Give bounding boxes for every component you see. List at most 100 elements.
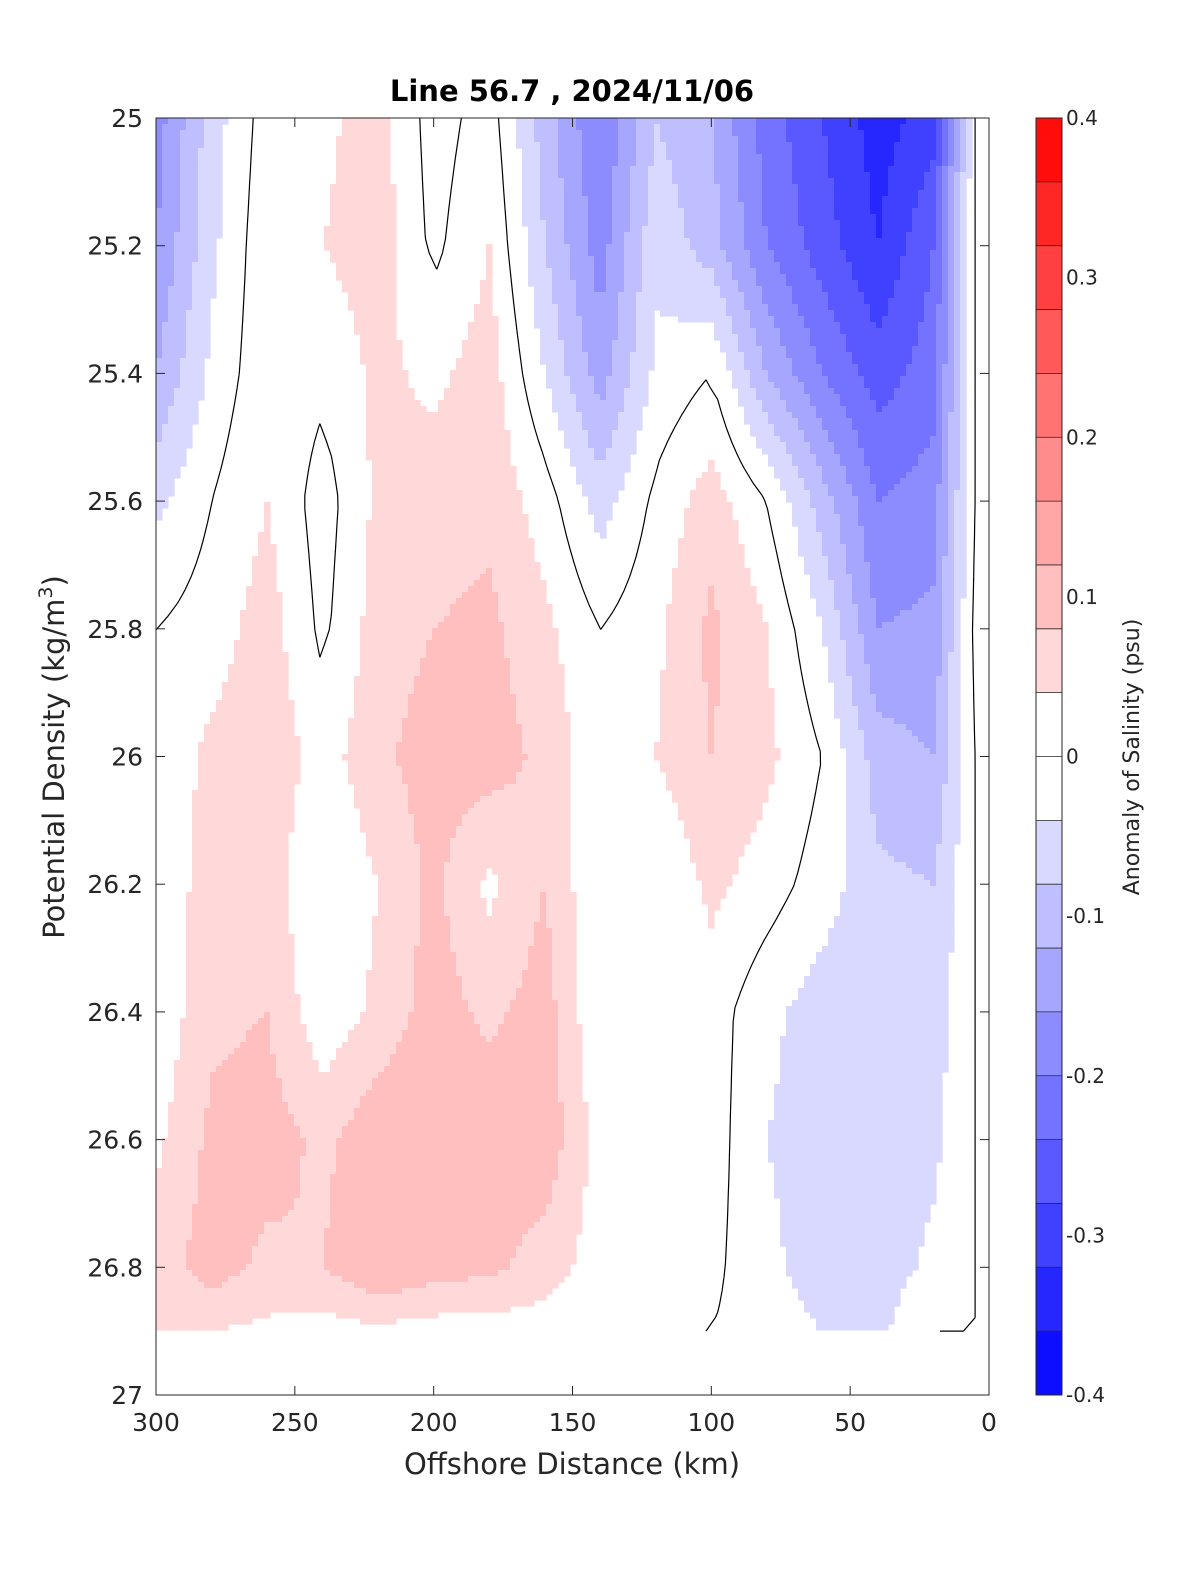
heat-cell — [768, 178, 775, 185]
heat-cell — [624, 298, 631, 305]
heat-cell — [954, 220, 961, 227]
heat-cell — [594, 160, 601, 167]
heat-cell — [696, 118, 703, 125]
heat-cell — [870, 118, 877, 125]
heat-cell — [390, 286, 397, 293]
heat-cell — [822, 358, 829, 365]
heat-cell — [636, 286, 643, 293]
heat-cell — [924, 256, 931, 263]
heat-cell — [582, 322, 589, 329]
heat-cell — [702, 238, 709, 245]
heat-cell — [534, 310, 541, 317]
heat-cell — [948, 400, 955, 407]
heat-cell — [948, 280, 955, 287]
heat-cell — [648, 286, 655, 293]
heat-cell — [660, 280, 667, 287]
heat-cell — [558, 202, 565, 209]
heat-cell — [834, 280, 841, 287]
heat-cell — [834, 274, 841, 281]
heat-cell — [594, 148, 601, 155]
heat-cell — [168, 310, 175, 317]
heat-cell — [822, 376, 829, 383]
heat-cell — [900, 178, 907, 185]
heat-cell — [930, 394, 937, 401]
heat-cell — [876, 142, 883, 149]
heat-cell — [786, 250, 793, 257]
heat-cell — [210, 166, 217, 173]
heat-cell — [450, 436, 457, 443]
heat-cell — [528, 178, 535, 185]
heat-cell — [396, 370, 403, 377]
heat-cell — [528, 214, 535, 221]
heat-cell — [534, 202, 541, 209]
heat-cell — [162, 124, 169, 131]
heat-cell — [600, 184, 607, 191]
heat-cell — [720, 136, 727, 143]
heat-cell — [390, 370, 397, 377]
heat-cell — [198, 274, 205, 281]
heat-cell — [804, 436, 811, 443]
heat-cell — [648, 160, 655, 167]
heat-cell — [846, 370, 853, 377]
heat-cell — [876, 196, 883, 203]
heat-cell — [600, 262, 607, 269]
heat-cell — [816, 274, 823, 281]
heat-cell — [576, 190, 583, 197]
heat-cell — [162, 430, 169, 437]
heat-cell — [636, 292, 643, 299]
heat-cell — [156, 322, 163, 329]
heat-cell — [900, 208, 907, 215]
heat-cell — [882, 304, 889, 311]
heat-cell — [744, 412, 751, 419]
heat-cell — [390, 196, 397, 203]
heat-cell — [876, 124, 883, 131]
heat-cell — [552, 166, 559, 173]
heat-cell — [192, 418, 199, 425]
heat-cell — [600, 250, 607, 257]
heat-cell — [768, 118, 775, 125]
heat-cell — [954, 208, 961, 215]
heat-cell — [384, 196, 391, 203]
heat-cell — [582, 238, 589, 245]
heat-cell — [630, 448, 637, 455]
heat-cell — [768, 448, 775, 455]
heat-cell — [882, 226, 889, 233]
heat-cell — [936, 238, 943, 245]
heat-cell — [780, 124, 787, 131]
heat-cell — [816, 424, 823, 431]
heat-cell — [774, 196, 781, 203]
heat-cell — [582, 448, 589, 455]
heat-cell — [804, 448, 811, 455]
heat-cell — [894, 322, 901, 329]
heat-cell — [636, 268, 643, 275]
heat-cell — [690, 130, 697, 137]
heat-cell — [726, 172, 733, 179]
heat-cell — [594, 274, 601, 281]
heat-cell — [186, 178, 193, 185]
heat-cell — [552, 190, 559, 197]
heat-cell — [876, 280, 883, 287]
heat-cell — [372, 256, 379, 263]
heat-cell — [900, 184, 907, 191]
heat-cell — [852, 184, 859, 191]
heat-cell — [624, 316, 631, 323]
heat-cell — [786, 124, 793, 131]
heat-cell — [192, 118, 199, 125]
heat-cell — [816, 394, 823, 401]
heat-cell — [324, 244, 331, 251]
heat-cell — [948, 316, 955, 323]
heat-cell — [834, 406, 841, 413]
heat-cell — [690, 190, 697, 197]
heat-cell — [366, 322, 373, 329]
heat-cell — [492, 340, 499, 347]
heat-cell — [798, 244, 805, 251]
heat-cell — [636, 394, 643, 401]
heat-cell — [810, 238, 817, 245]
heat-cell — [774, 178, 781, 185]
heat-cell — [882, 346, 889, 353]
heat-cell — [954, 352, 961, 359]
heat-cell — [918, 442, 925, 449]
heat-cell — [852, 382, 859, 389]
heat-cell — [348, 178, 355, 185]
heat-cell — [786, 406, 793, 413]
